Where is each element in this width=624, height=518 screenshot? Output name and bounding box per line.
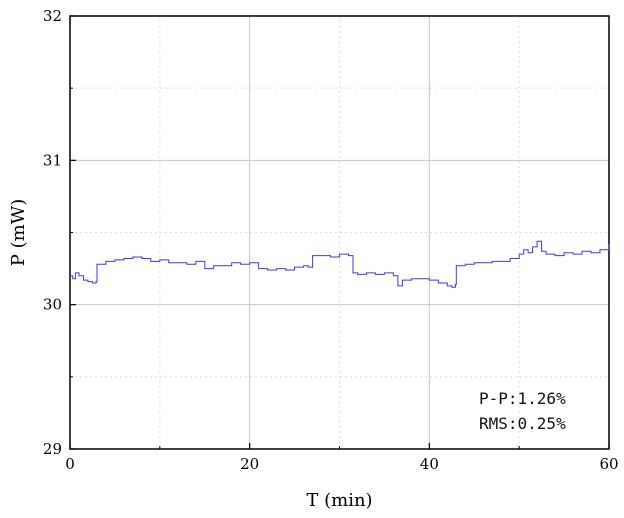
power-series-line	[70, 240, 610, 288]
y-tick-label: 30	[43, 296, 62, 314]
x-axis-title: T (min)	[306, 490, 372, 511]
grid	[70, 16, 609, 449]
annotation-rms: RMS:0.25%	[479, 414, 566, 433]
y-tick-label: 31	[43, 151, 62, 169]
x-tick-label: 40	[420, 455, 439, 473]
y-tick-label: 32	[43, 7, 62, 25]
x-tick-label: 0	[65, 455, 75, 473]
y-axis-title: P (mW)	[8, 199, 29, 266]
x-tick-label: 60	[599, 455, 618, 473]
annotation-peak-to-peak: P-P:1.26%	[479, 389, 566, 408]
axis-ticks: 0 20 40 60 29 30 31 32	[43, 7, 619, 473]
y-tick-label: 29	[43, 440, 62, 458]
x-tick-label: 20	[240, 455, 259, 473]
